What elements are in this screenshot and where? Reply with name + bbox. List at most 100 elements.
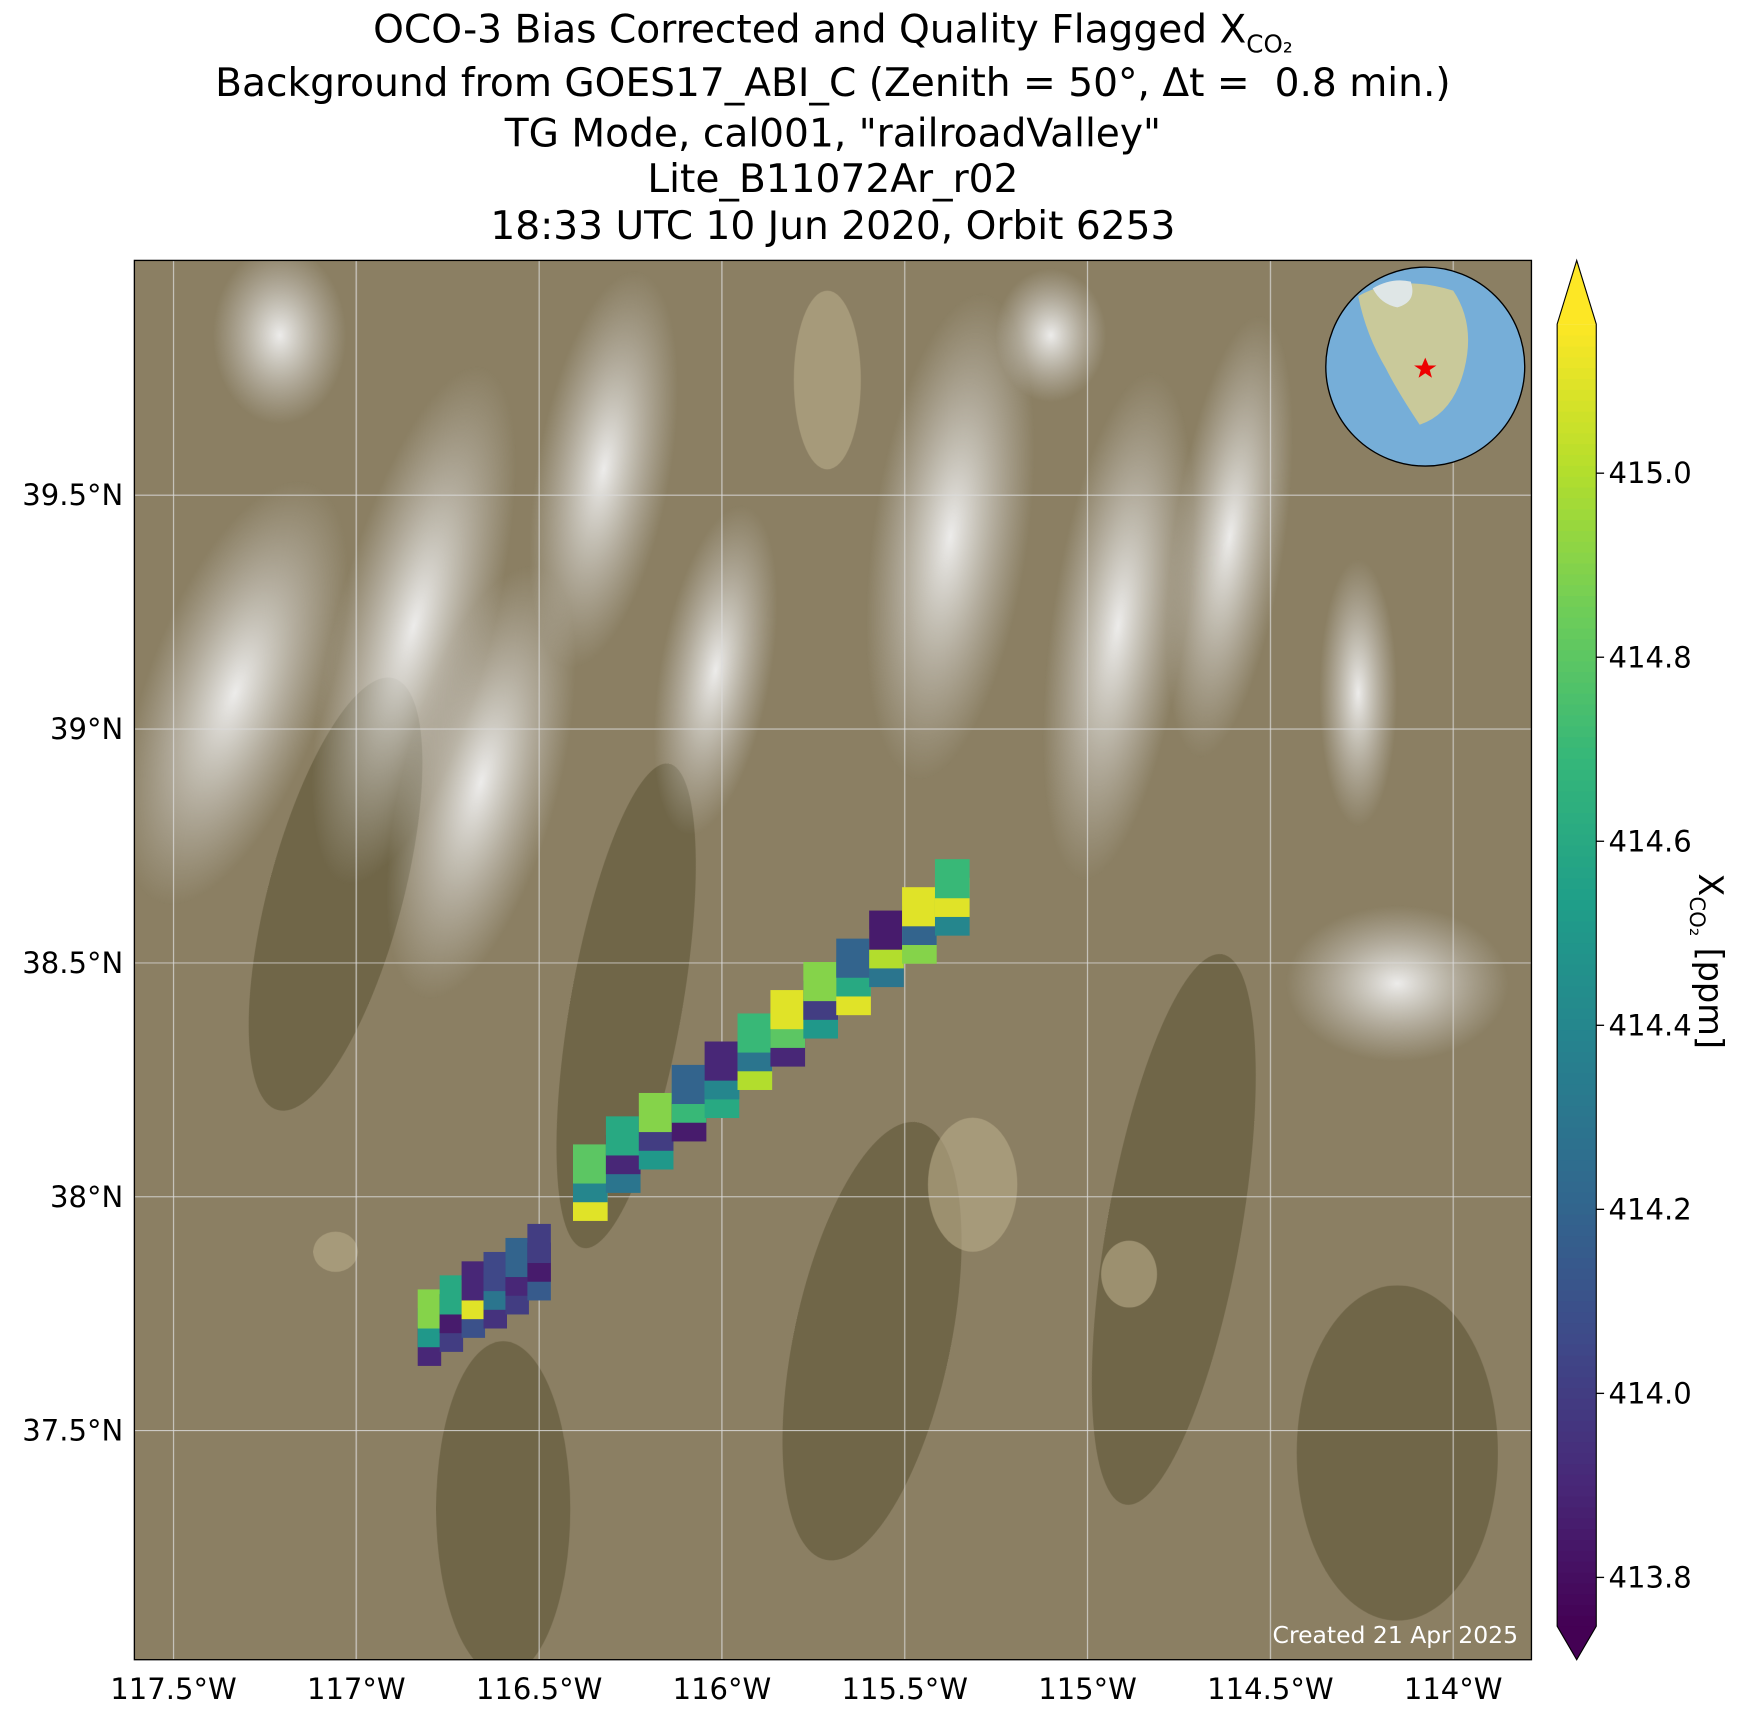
title-line: 18:33 UTC 10 Jun 2020, Orbit 6253 [490,204,1175,249]
colorbar-extend-min [1557,1626,1597,1660]
colorbar-segment [1557,649,1597,662]
colorbar-segment [1557,1127,1597,1139]
title-line: Background from GOES17_ABI_C (Zenith = 5… [215,61,1450,106]
colorbar-segment [1557,1604,1597,1616]
colorbar-segment [1557,790,1597,803]
colorbar-segment [1557,476,1597,488]
sounding [572,1144,608,1184]
colorbar-segment [1557,714,1597,727]
y-tick-label: 38.5°N [22,946,123,980]
colorbar-segment [1557,389,1597,401]
colorbar-segment [1557,519,1597,531]
x-tick-label: 115.5°W [842,1672,968,1706]
colorbar-segment [1557,1072,1597,1085]
colorbar-segment [1557,747,1597,759]
colorbar-segment [1557,1203,1597,1215]
sounding [461,1261,486,1301]
sounding [671,1064,707,1105]
colorbar-segment [1557,1474,1597,1486]
colorbar-segment [1557,1517,1597,1530]
colorbar-segment [1557,931,1597,944]
colorbar-segment [1557,584,1597,597]
colorbar-segment [1557,1615,1597,1627]
colorbar-segment [1557,1289,1597,1302]
colorbar-segment [1557,356,1597,369]
colorbar-segment [1557,1354,1597,1367]
colorbar-segment [1557,1007,1597,1020]
sounding [770,990,806,1030]
colorbar-segment [1557,1051,1597,1063]
colorbar-segment [1557,443,1597,455]
colorbar-segment [1557,1376,1597,1389]
sounding [737,1013,773,1053]
x-tick-label: 116.5°W [476,1672,602,1706]
colorbar-segment [1557,345,1597,358]
colorbar-tick-label: 414.4 [1609,1008,1692,1042]
y-tick-label: 39.5°N [22,478,123,512]
colorbar-segment [1557,953,1597,965]
colorbar-segment [1557,834,1597,846]
colorbar-segment [1557,378,1597,390]
colorbar-segment [1557,1257,1597,1269]
colorbar-label: XCO₂[ppm] [1684,873,1730,1049]
background-image [134,260,1532,1660]
colorbar-segment [1557,562,1597,575]
y-tick-label: 39°N [50,712,123,746]
colorbar-segment [1557,1539,1597,1551]
colorbar-segment [1557,866,1597,879]
colorbar-segment [1557,530,1597,542]
sounding [505,1237,529,1278]
sounding [902,887,937,927]
colorbar-segment [1557,1365,1597,1378]
colorbar-segment [1557,1430,1597,1443]
footnote: Created 21 Apr 2025 [1273,1621,1518,1649]
colorbar-segment [1557,1593,1597,1606]
colorbar-segment [1557,985,1597,998]
colorbar-segment [1557,1344,1597,1356]
sounding [527,1223,551,1264]
colorbar-segment [1557,1181,1597,1193]
colorbar-segment [1557,541,1597,553]
colorbar-segment [1557,1170,1597,1182]
colorbar-segment [1557,334,1597,347]
colorbar-segment [1557,779,1597,792]
colorbar-segment [1557,1061,1597,1074]
colorbar-segment [1557,638,1597,651]
colorbar-segment [1557,1387,1597,1399]
x-tick-label: 117°W [307,1672,406,1706]
colorbar-segment [1557,1029,1597,1041]
sounding [869,910,904,950]
colorbar-segment [1557,497,1597,510]
sounding [417,1289,442,1329]
colorbar-segment [1557,1137,1597,1150]
colorbar-segment [1557,1333,1597,1345]
colorbar-segment [1557,920,1597,933]
colorbar-segment [1557,693,1597,705]
sounding [638,1092,674,1133]
colorbar-segment [1557,595,1597,607]
map-frame [133,259,1533,1661]
colorbar-segment [1557,910,1597,922]
colorbar-segment [1557,1083,1597,1096]
x-tick-label: 115°W [1038,1672,1137,1706]
y-tick-label: 37.5°N [22,1414,123,1448]
colorbar-segment [1557,844,1597,857]
colorbar-segment [1557,1409,1597,1421]
colorbar-segment [1557,1571,1597,1584]
colorbar-segment [1557,486,1597,499]
colorbar-segment [1557,888,1597,900]
colorbar-segment [1557,1268,1597,1280]
colorbar-outline [1556,258,1597,1661]
colorbar-segment [1557,1561,1597,1573]
colorbar-segment [1557,573,1597,586]
colorbar-segment [1557,432,1597,445]
colorbar-segment [1557,1213,1597,1226]
colorbar-segment [1557,367,1597,380]
colorbar-tick-label: 414.6 [1609,824,1692,858]
colorbar: 413.8 414.0 414.2 414.4 414.6 414.8 415.0 [1556,258,1692,1661]
colorbar-segment [1557,1463,1597,1475]
colorbar-segment [1557,1550,1597,1562]
colorbar-segment [1557,855,1597,868]
colorbar-segment [1557,671,1597,683]
